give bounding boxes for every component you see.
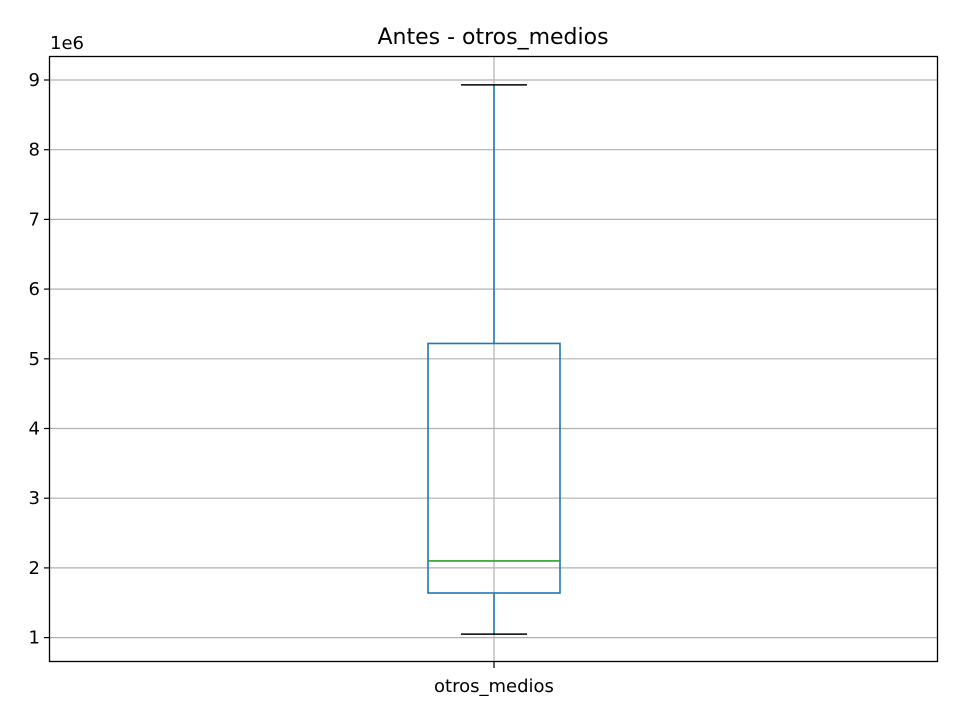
iqr-box [427,342,561,594]
y-tick-label: 3 [29,488,40,509]
y-tick-label: 5 [29,349,40,370]
y-tick-label: 9 [29,70,40,91]
y-tick-label: 6 [29,279,40,300]
y-tick-label: 7 [29,209,40,230]
x-tick-label: otros_medios [434,676,554,697]
y-tick-label: 1 [29,628,40,649]
chart-title: Antes - otros_medios [377,25,608,50]
y-axis-exponent-label: 1e6 [50,33,84,54]
y-tick-label: 8 [29,140,40,161]
y-tick-label: 4 [29,419,40,440]
y-tick-label: 2 [29,558,40,579]
axis-layer: 1 2 3 4 5 6 7 8 9 otros_medios [29,70,554,697]
box-layer [427,84,561,635]
plot-frame [48,55,939,663]
